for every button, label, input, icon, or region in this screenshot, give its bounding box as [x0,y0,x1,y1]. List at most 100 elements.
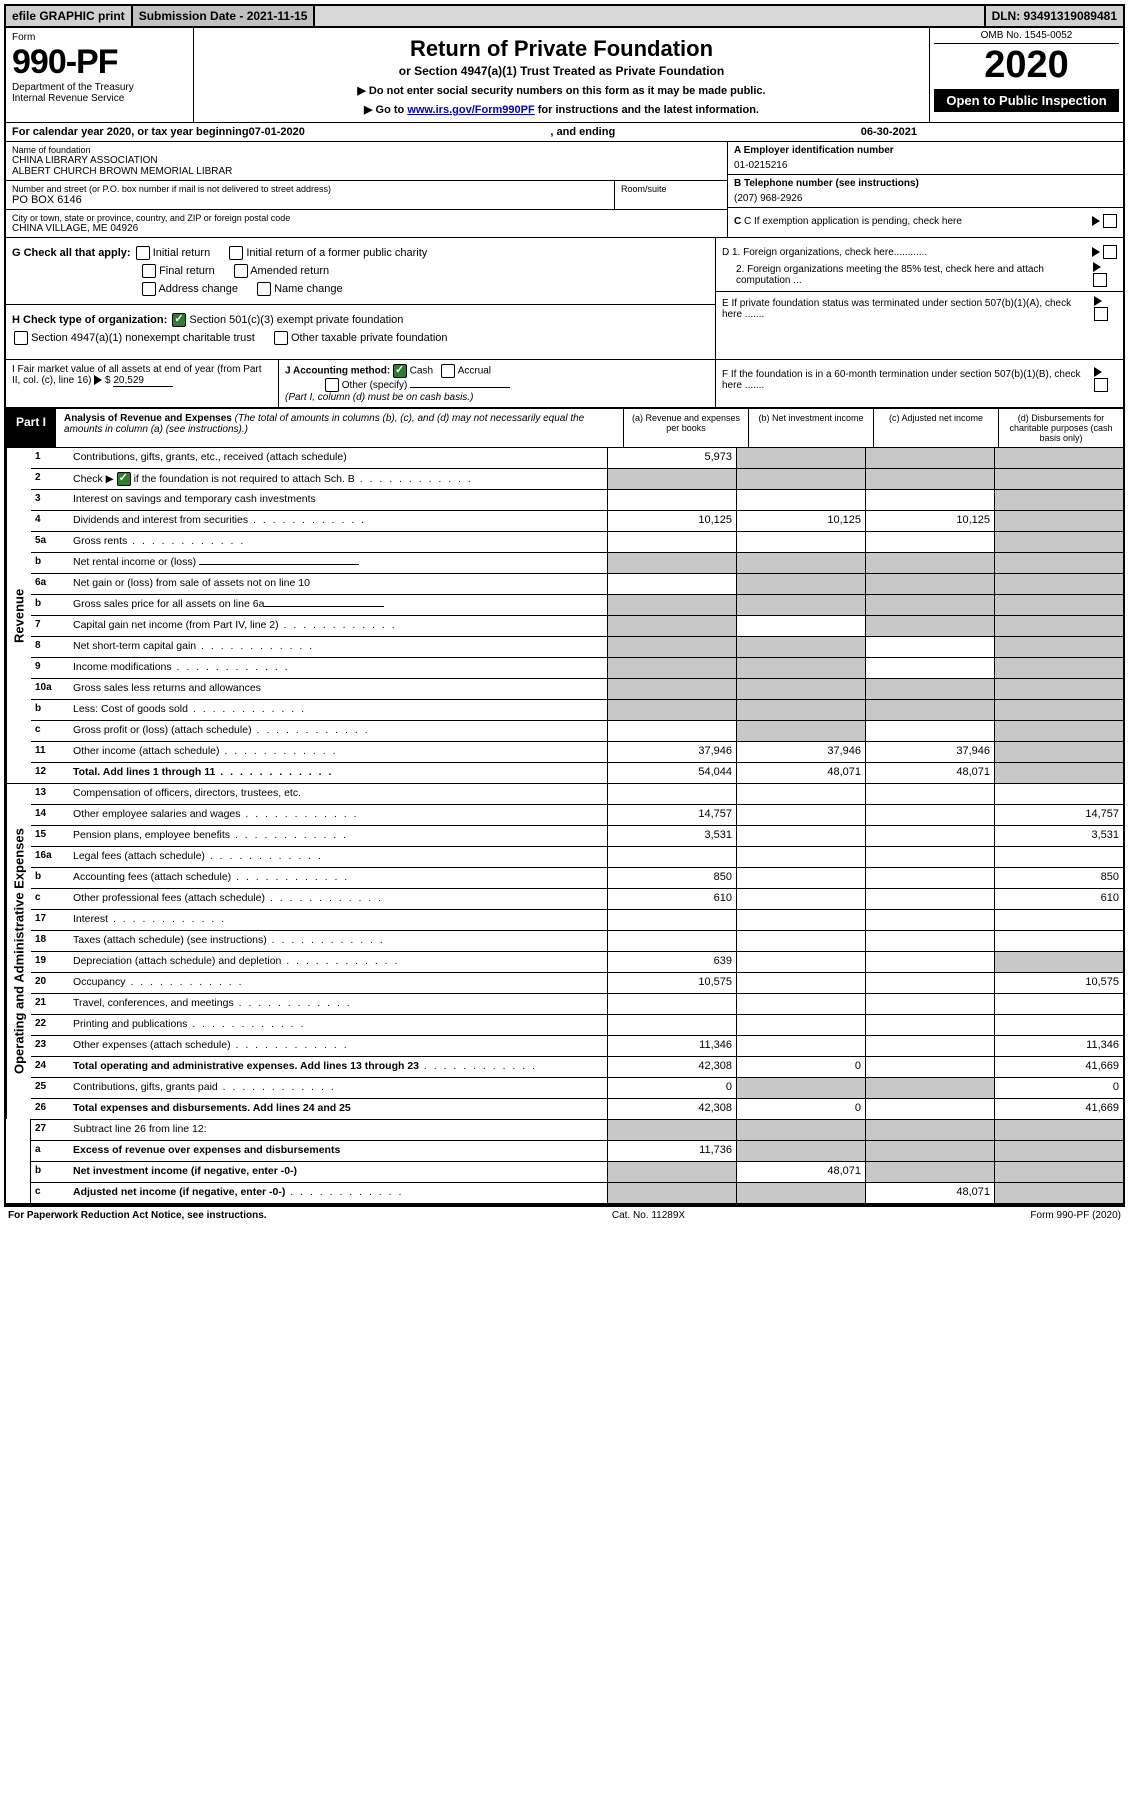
instr-1: ▶ Do not enter social security numbers o… [200,84,923,97]
e-row: E If private foundation status was termi… [716,291,1123,325]
f-checkbox[interactable] [1094,378,1108,392]
calyear-prefix: For calendar year 2020, or tax year begi… [12,126,249,138]
line-17: 17Interest [31,909,1123,930]
dept-treasury: Department of the Treasury [12,82,187,93]
form-container: Form 990-PF Department of the Treasury I… [4,28,1125,1205]
col-c-header: (c) Adjusted net income [873,409,998,447]
d-e-section: D 1. Foreign organizations, check here..… [715,238,1123,359]
h-other-checkbox[interactable] [274,331,288,345]
fmv-value: 20,529 [113,375,173,387]
arrow-icon [1094,367,1102,377]
calyear-mid: , and ending [305,126,861,138]
expense-lines: 13Compensation of officers, directors, t… [31,784,1123,1119]
line-10b: bLess: Cost of goods sold [31,699,1123,720]
form-number: 990-PF [12,43,187,82]
part1-desc: Analysis of Revenue and Expenses (The to… [56,409,623,447]
line-27a: aExcess of revenue over expenses and dis… [31,1140,1123,1161]
line-25: 25Contributions, gifts, grants paid00 [31,1077,1123,1098]
j-other-checkbox[interactable] [325,378,339,392]
h-4947-checkbox[interactable] [14,331,28,345]
h-opt-1: Section 501(c)(3) exempt private foundat… [189,314,403,326]
g-opt-5: Name change [274,283,343,295]
room-label: Room/suite [621,184,721,194]
form-subtitle: or Section 4947(a)(1) Trust Treated as P… [200,64,923,78]
dln: DLN: 93491319089481 [986,6,1123,26]
line-18: 18Taxes (attach schedule) (see instructi… [31,930,1123,951]
arrow-icon [94,375,102,385]
line-6a: 6aNet gain or (loss) from sale of assets… [31,573,1123,594]
g-initial-former-checkbox[interactable] [229,246,243,260]
line-9: 9Income modifications [31,657,1123,678]
footer: For Paperwork Reduction Act Notice, see … [4,1205,1125,1224]
revenue-lines: 1Contributions, gifts, grants, etc., rec… [31,448,1123,783]
d1-checkbox[interactable] [1103,245,1117,259]
d2-checkbox[interactable] [1093,273,1107,287]
j-label: J Accounting method: [285,366,390,377]
schb-checkbox[interactable] [117,472,131,486]
calyear-begin: 07-01-2020 [249,126,305,138]
h-501c3-checkbox[interactable] [172,313,186,327]
footer-mid: Cat. No. 11289X [612,1210,685,1221]
line-10c: cGross profit or (loss) (attach schedule… [31,720,1123,741]
g-initial-return-checkbox[interactable] [136,246,150,260]
e-label: E If private foundation status was termi… [722,298,1094,320]
city-label: City or town, state or province, country… [12,213,721,223]
city-value: CHINA VILLAGE, ME 04926 [12,223,721,234]
foundation-name-1: CHINA LIBRARY ASSOCIATION [12,155,721,166]
col-b-header: (b) Net investment income [748,409,873,447]
part1-header: Part I Analysis of Revenue and Expenses … [6,407,1123,448]
line-3: 3Interest on savings and temporary cash … [31,489,1123,510]
f-label: F If the foundation is in a 60-month ter… [722,369,1094,391]
j-note: (Part I, column (d) must be on cash basi… [285,392,473,403]
j-cash: Cash [410,366,433,377]
g-opt-2: Final return [159,265,215,277]
form990pf-link[interactable]: www.irs.gov/Form990PF [407,104,534,116]
id-right: A Employer identification number 01-0215… [727,142,1123,237]
g-address-change-checkbox[interactable] [142,282,156,296]
name-label: Name of foundation [12,145,721,155]
g-final-return-checkbox[interactable] [142,264,156,278]
g-opt-4: Address change [158,283,238,295]
open-inspection: Open to Public Inspection [934,89,1119,112]
arrow-icon [1094,296,1102,306]
h-opt-2: Section 4947(a)(1) nonexempt charitable … [31,332,255,344]
line-8: 8Net short-term capital gain [31,636,1123,657]
calendar-year-row: For calendar year 2020, or tax year begi… [6,122,1123,141]
e-checkbox[interactable] [1094,307,1108,321]
efile-label: efile GRAPHIC print [6,6,133,26]
line-1: 1Contributions, gifts, grants, etc., rec… [31,448,1123,468]
g-amended-checkbox[interactable] [234,264,248,278]
id-left: Name of foundation CHINA LIBRARY ASSOCIA… [6,142,727,237]
j-accrual-checkbox[interactable] [441,364,455,378]
line-27: 27Subtract line 26 from line 12: [31,1120,1123,1140]
g-name-change-checkbox[interactable] [257,282,271,296]
line-12: 12Total. Add lines 1 through 1154,04448,… [31,762,1123,783]
arrow-icon [1092,216,1100,226]
line-27b: bNet investment income (if negative, ent… [31,1161,1123,1182]
line-13: 13Compensation of officers, directors, t… [31,784,1123,804]
line-5b: bNet rental income or (loss) [31,552,1123,573]
line-27c: cAdjusted net income (if negative, enter… [31,1182,1123,1203]
line-10a: 10aGross sales less returns and allowanc… [31,678,1123,699]
identification-block: Name of foundation CHINA LIBRARY ASSOCIA… [6,141,1123,237]
c-checkbox[interactable] [1103,214,1117,228]
j-cash-checkbox[interactable] [393,364,407,378]
instr-2: ▶ Go to www.irs.gov/Form990PF for instru… [200,103,923,116]
exemption-cell: C C If exemption application is pending,… [728,208,1123,234]
d2-label: 2. Foreign organizations meeting the 85%… [722,264,1093,286]
line-6b: bGross sales price for all assets on lin… [31,594,1123,615]
street-address: PO BOX 6146 [12,194,608,206]
address-cell: Number and street (or P.O. box number if… [6,181,615,209]
h-label: H Check type of organization: [12,314,167,326]
column-headers: (a) Revenue and expenses per books (b) N… [623,409,1123,447]
line-16a: 16aLegal fees (attach schedule) [31,846,1123,867]
ein-label: A Employer identification number [734,145,1117,156]
address-row: Number and street (or P.O. box number if… [6,181,727,210]
line-16c: cOther professional fees (attach schedul… [31,888,1123,909]
line-16b: bAccounting fees (attach schedule)850850 [31,867,1123,888]
g-opt-3: Amended return [250,265,329,277]
instr2-post: for instructions and the latest informat… [535,104,759,116]
fmv-i: I Fair market value of all assets at end… [6,360,279,407]
top-spacer [315,6,985,26]
line-21: 21Travel, conferences, and meetings [31,993,1123,1014]
